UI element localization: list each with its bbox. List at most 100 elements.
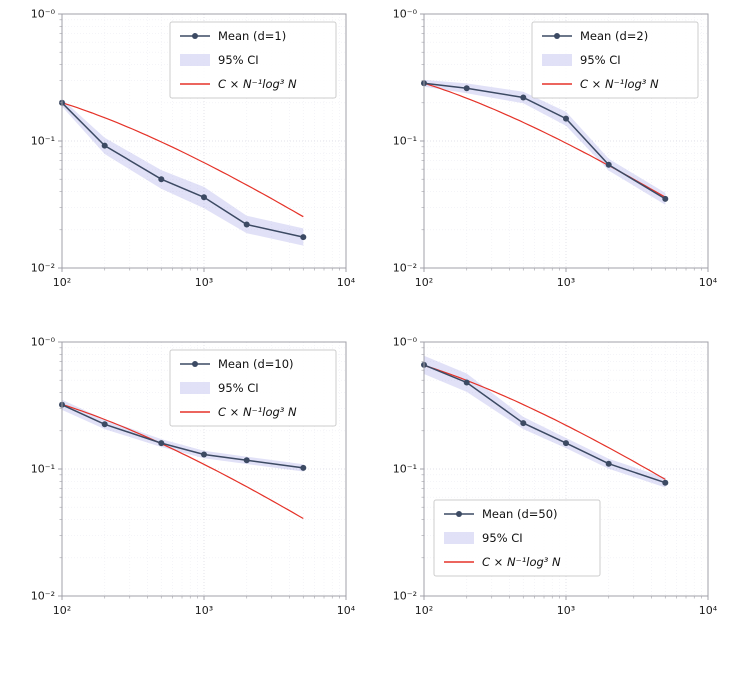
legend-label: Mean (d=2) [580,29,648,43]
legend-label: Mean (d=10) [218,357,294,371]
x-tick-label: 10³ [195,604,213,617]
mean-marker [101,142,108,149]
legend: Mean (d=2) 95% CI C × N⁻¹log³ N [531,21,699,99]
chart-d2: 10² 10³ 10⁴ 10⁻⁰ 10⁻¹ 10⁻² Mean (d=2) 95% CI C ×… [393,8,718,290]
plot-area: 10² 10³ 10⁴ 10⁻⁰ 10⁻¹ 10⁻² Mean (d=1) 95% CI C ×… [31,8,356,290]
subplot-d50: 10² 10³ 10⁴ 10⁻⁰ 10⁻¹ 10⁻² Mean (d=50) 95% CI C … [374,334,720,634]
ci-swatch [180,382,210,394]
y-tick-label: 10⁻¹ [31,135,55,148]
legend-label: C × N⁻¹log³ N [218,77,297,91]
legend-box [169,349,337,427]
x-tick-label: 10² [415,276,433,289]
x-tick-label: 10⁴ [699,604,718,617]
ci-band [424,355,666,488]
x-tick-label: 10³ [557,604,575,617]
mean-marker [605,161,612,168]
y-tick-label: 10⁻⁰ [31,8,56,21]
mean-marker [201,451,207,458]
legend-marker-sample [456,511,462,517]
mean-line [61,102,304,238]
y-tick-label: 10⁻⁰ [393,8,418,21]
legend-entry-ref: C × N⁻¹log³ N [444,555,561,569]
ci-swatch [542,54,572,66]
y-tick-label: 10⁻² [393,590,417,603]
legend-box [433,499,601,577]
y-tick-label: 10⁻² [31,590,55,603]
legend-entry-ref: C × N⁻¹log³ N [542,77,659,91]
ref-line [61,102,304,218]
x-tick-label: 10³ [195,276,213,289]
x-tick-label: 10² [53,276,71,289]
mean-marker [158,176,165,183]
legend-entry-ci: 95% CI [180,381,259,395]
legend: Mean (d=1) 95% CI C × N⁻¹log³ N [169,21,337,99]
x-tick-label: 10⁴ [337,276,356,289]
mean-marker [520,94,527,101]
mean-marker [158,440,165,447]
ref-line [423,364,666,480]
legend-entry-mean: Mean (d=50) [444,507,558,521]
subplot-d10: 10² 10³ 10⁴ 10⁻⁰ 10⁻¹ 10⁻² Mean (d=10) 95% CI C … [12,334,358,634]
legend-box [169,21,337,99]
legend-box [531,21,699,99]
legend-label: 95% CI [218,381,259,395]
mean-marker [300,464,307,471]
y-tick-label: 10⁻¹ [31,463,55,476]
y-tick-label: 10⁻⁰ [393,336,418,349]
chart-d1: 10² 10³ 10⁴ 10⁻⁰ 10⁻¹ 10⁻² Mean (d=1) 95% CI C ×… [31,8,356,290]
legend-marker-sample [554,33,560,39]
y-tick-label: 10⁻⁰ [31,336,56,349]
chart-d50: 10² 10³ 10⁴ 10⁻⁰ 10⁻¹ 10⁻² Mean (d=50) 95% CI C … [393,336,718,618]
legend-marker-sample [192,361,198,367]
subplot-d1: 10² 10³ 10⁴ 10⁻⁰ 10⁻¹ 10⁻² Mean (d=1) 95% CI C ×… [12,6,358,306]
legend-entry-ci: 95% CI [542,53,621,67]
legend-label: 95% CI [218,53,259,67]
mean-line [61,404,304,469]
legend-label: C × N⁻¹log³ N [218,405,297,419]
mean-marker [520,420,527,427]
y-tick-label: 10⁻² [393,262,417,275]
legend-label: 95% CI [580,53,621,67]
ci-band [424,79,666,205]
x-tick-label: 10² [415,604,433,617]
mean-line [423,364,666,484]
legend-label: C × N⁻¹log³ N [482,555,561,569]
legend-entry-mean: Mean (d=10) [180,357,294,371]
mean-marker [243,457,250,464]
mean-marker [662,195,669,202]
legend-label: 95% CI [482,531,523,545]
legend: Mean (d=50) 95% CI C × N⁻¹log³ N [433,499,601,577]
ci-swatch [444,532,474,544]
chart-d10: 10² 10³ 10⁴ 10⁻⁰ 10⁻¹ 10⁻² Mean (d=10) 95% CI C … [31,336,356,618]
subplot-d2: 10² 10³ 10⁴ 10⁻⁰ 10⁻¹ 10⁻² Mean (d=2) 95% CI C ×… [374,6,720,306]
legend-entry-mean: Mean (d=2) [542,29,648,43]
mean-marker [563,440,569,447]
x-tick-label: 10⁴ [337,604,356,617]
plot-area: 10² 10³ 10⁴ 10⁻⁰ 10⁻¹ 10⁻² Mean (d=10) 95% CI C … [31,336,356,618]
mean-line [423,82,666,200]
ci-swatch [180,54,210,66]
x-tick-label: 10² [53,604,71,617]
legend: Mean (d=10) 95% CI C × N⁻¹log³ N [169,349,337,427]
legend-entry-ref: C × N⁻¹log³ N [180,405,297,419]
legend-label: Mean (d=50) [482,507,558,521]
mean-marker [662,479,669,486]
ci-band [62,99,304,246]
y-tick-label: 10⁻¹ [393,135,417,148]
mean-marker [101,421,108,428]
legend-marker-sample [192,33,198,39]
legend-label: C × N⁻¹log³ N [580,77,659,91]
legend-entry-ci: 95% CI [180,53,259,67]
plot-area: 10² 10³ 10⁴ 10⁻⁰ 10⁻¹ 10⁻² Mean (d=50) 95% CI C … [393,336,718,618]
legend-entry-ci: 95% CI [444,531,523,545]
y-tick-label: 10⁻² [31,262,55,275]
mean-marker [300,234,307,241]
mean-marker [463,379,470,386]
mean-marker [605,460,612,467]
legend-entry-ref: C × N⁻¹log³ N [180,77,297,91]
mean-marker [563,115,569,122]
ref-line [61,403,304,520]
mean-marker [201,194,207,201]
x-tick-label: 10³ [557,276,575,289]
